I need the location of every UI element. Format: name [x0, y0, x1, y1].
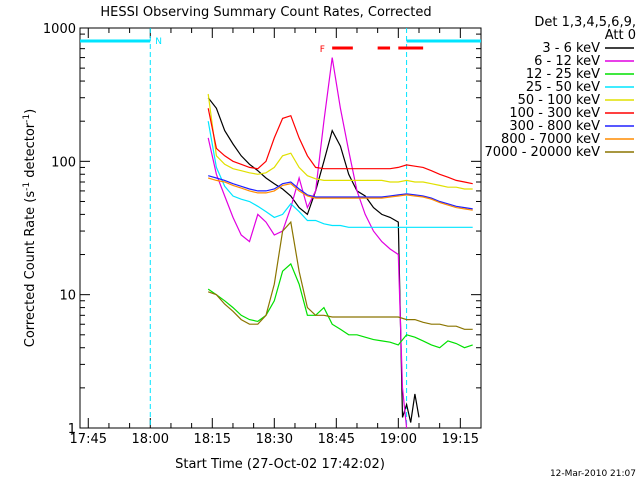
legend-entry: 12 - 25 keV	[526, 67, 600, 82]
y-axis-label-mid: detector	[23, 122, 38, 182]
y-axis-label: Corrected Count Rate (s-1 detector-1)	[22, 109, 38, 347]
legend-entry: 25 - 50 keV	[526, 80, 600, 95]
flare-label: F	[320, 45, 325, 55]
y-tick-label: 1000	[43, 22, 76, 37]
plot-frame	[79, 27, 482, 429]
x-tick-label: 19:15	[442, 432, 479, 447]
night-label: N	[155, 37, 162, 47]
x-tick-label: 18:45	[318, 432, 355, 447]
legend-entry: 300 - 800 keV	[509, 119, 600, 134]
y-axis-label-main: Corrected Count Rate (s	[23, 191, 38, 348]
series-line	[207, 121, 473, 228]
series-lines	[207, 57, 473, 429]
chart-title: HESSI Observing Summary Count Rates, Cor…	[100, 5, 431, 20]
x-tick-label: 18:15	[194, 432, 231, 447]
legend-header-att: Att 0	[605, 28, 636, 43]
interval-bars: NF	[80, 28, 481, 428]
series-line	[207, 97, 420, 423]
legend-entry: 800 - 7000 keV	[501, 132, 600, 147]
series-line	[207, 262, 473, 349]
y-axis-label-sup2: -1	[22, 114, 32, 123]
series-line	[207, 108, 473, 185]
series-line	[207, 93, 473, 190]
legend-entry: 6 - 12 keV	[534, 54, 600, 69]
x-tick-label: 18:00	[132, 432, 169, 447]
y-tick-label: 100	[51, 155, 76, 170]
y-axis-label-end: )	[23, 109, 38, 114]
y-axis-label-sup1: -1	[22, 182, 32, 191]
x-axis-label: Start Time (27-Oct-02 17:42:02)	[175, 457, 385, 472]
x-tick-label: 19:00	[380, 432, 417, 447]
y-tick-label: 10	[59, 289, 76, 304]
y-tick-label: 1	[68, 422, 76, 437]
series-line	[208, 175, 473, 210]
series-line	[207, 220, 473, 330]
legend-entry: 50 - 100 keV	[518, 93, 601, 108]
legend-entry: 100 - 300 keV	[509, 106, 600, 121]
legend-entry: 3 - 6 keV	[542, 41, 600, 56]
axes: 17:45 18:00 18:15 18:30 18:45 19:00 19:15 1 10 10…	[43, 22, 482, 447]
x-tick-label: 17:45	[70, 432, 107, 447]
series-line	[208, 177, 473, 211]
legend-entry: 7000 - 20000 keV	[485, 145, 601, 160]
footer-timestamp: 12-Mar-2010 21:07	[550, 469, 636, 479]
series-line	[207, 57, 408, 429]
legend-header: Det 1,3,4,5,6,9,	[534, 15, 636, 30]
x-tick-label: 18:30	[256, 432, 293, 447]
